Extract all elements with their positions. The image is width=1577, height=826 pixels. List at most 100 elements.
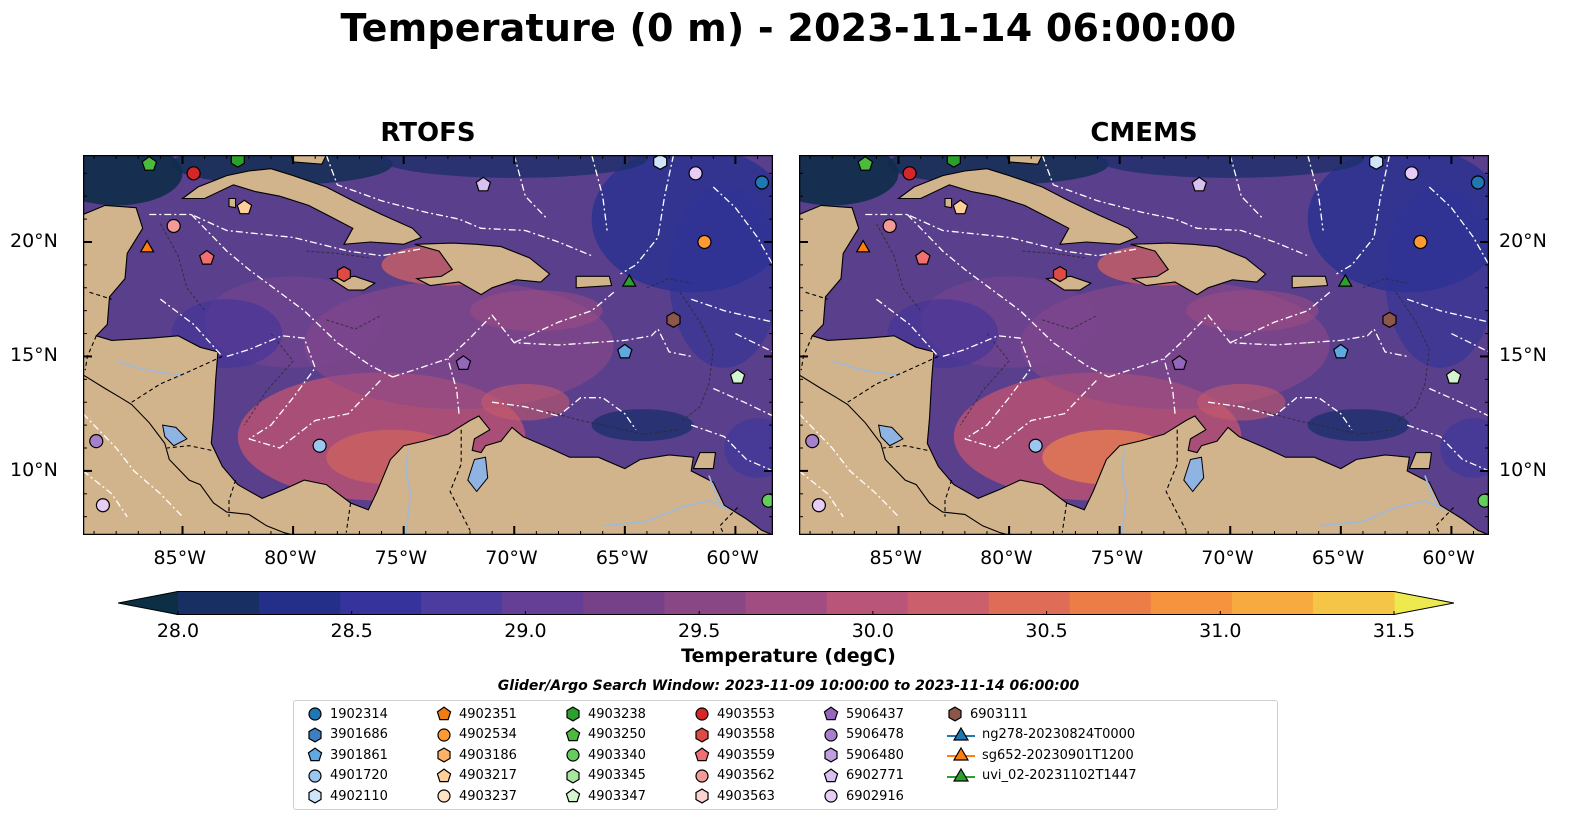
- temperature-field: [669, 184, 773, 368]
- map-panel-rtofs-svg: [83, 155, 773, 535]
- marker-4903250: [141, 155, 158, 171]
- eez-boundary: [325, 155, 592, 257]
- colorbar-segment: [583, 591, 665, 615]
- colorbar-segment: [502, 591, 584, 615]
- legend-item: 3901686: [306, 725, 388, 745]
- country-border: [449, 429, 471, 531]
- legend-item: 5906437: [822, 704, 904, 724]
- legend-label: 5906480: [846, 747, 904, 763]
- legend-marker: [694, 747, 710, 762]
- bathymetry-contour: [243, 333, 294, 426]
- bathymetry-contour: [959, 333, 1010, 426]
- land-polygon: [414, 242, 551, 296]
- legend-marker: [565, 788, 581, 803]
- marker-6902916: [688, 166, 703, 181]
- country-border: [131, 355, 223, 403]
- eez-boundary: [799, 470, 844, 518]
- marker-4903347: [729, 368, 746, 384]
- legend-item: 4903345: [564, 766, 646, 786]
- colorbar-segment: [1231, 591, 1314, 615]
- legend-marker: [308, 707, 322, 721]
- legend-marker: [437, 747, 451, 763]
- legend-marker: [566, 768, 580, 784]
- lon-tick-label: 85°W: [869, 547, 922, 569]
- land-polygon: [180, 168, 423, 245]
- lon-tick-label: 75°W: [374, 547, 428, 569]
- marker-4903217: [236, 199, 253, 215]
- legend-symbol: [824, 747, 838, 763]
- marker-4903347: [1445, 368, 1462, 384]
- legend-item: 4903563: [693, 786, 775, 806]
- legend-label: 4902534: [459, 727, 517, 743]
- marker-4902534: [1413, 234, 1428, 250]
- legend-marker: [948, 706, 962, 722]
- land-polygon: [228, 197, 237, 209]
- colorbar-segment: [1312, 591, 1395, 615]
- river-line: [1424, 475, 1439, 508]
- eez-boundary: [447, 358, 460, 414]
- legend-symbol: [307, 747, 323, 762]
- bathymetry-contour: [1022, 250, 1087, 259]
- legend-symbol: [308, 769, 322, 783]
- legend-symbol: [566, 748, 580, 762]
- river-line: [405, 450, 412, 535]
- legend-label: ng278-20230824T0000: [982, 727, 1136, 743]
- river-line: [708, 475, 723, 508]
- marker-4903553: [186, 166, 201, 181]
- legend-symbol: [436, 768, 452, 782]
- legend-label: 4902110: [330, 788, 388, 804]
- legend-item: 4902351: [435, 704, 517, 724]
- lon-tick-label: 75°W: [1090, 547, 1144, 569]
- legend-label: 4903553: [717, 706, 775, 722]
- bathymetry-contour: [1263, 410, 1394, 435]
- marker-5906478: [89, 434, 104, 449]
- legend-item: 1902314: [306, 704, 388, 724]
- marker-4903553: [902, 166, 917, 181]
- legend-item: 4903558: [693, 725, 775, 745]
- eez-boundary: [876, 298, 939, 357]
- eez-boundary: [591, 327, 692, 358]
- legend-label: 4903237: [459, 788, 517, 804]
- eez-boundary: [83, 470, 128, 518]
- marker-1902314: [754, 175, 770, 190]
- legend-item: 4903562: [693, 766, 775, 786]
- lat-tick-label-left: 10°N: [10, 458, 58, 481]
- legend-marker: [947, 726, 975, 741]
- legend-label: 5906437: [846, 706, 904, 722]
- eez-boundary: [1307, 327, 1408, 358]
- legend-label: 4903238: [588, 706, 646, 722]
- eez-boundary: [690, 298, 773, 323]
- legend-item: 5906480: [822, 745, 904, 765]
- lon-tick-label: 80°W: [980, 547, 1033, 569]
- land-polygon: [83, 374, 294, 535]
- legend-item: 4903559: [693, 745, 775, 765]
- lat-tick-label-right: 20°N: [1499, 229, 1547, 252]
- eez-boundary: [248, 378, 383, 449]
- colorbar-tick-label: 30.5: [1025, 620, 1068, 642]
- colorbar-tick-label: 28.5: [330, 620, 373, 642]
- legend-label: 4903558: [717, 727, 775, 743]
- temperature-field: [591, 409, 694, 442]
- legend-marker: [436, 768, 452, 782]
- legend-marker: [566, 748, 580, 762]
- eez-boundary: [735, 333, 773, 353]
- country-border: [944, 479, 953, 517]
- legend-label: 4903345: [588, 768, 646, 784]
- legend-symbol: [695, 707, 709, 721]
- eez-boundary: [492, 397, 637, 431]
- colorbar-tick-label: 29.0: [504, 620, 547, 642]
- legend-item: 6902916: [822, 786, 904, 806]
- legend-marker: [437, 789, 451, 803]
- marker-3901861: [616, 343, 633, 359]
- colorbar-tick-label: 28.0: [156, 620, 200, 642]
- marker-6902916: [1404, 166, 1419, 181]
- lon-tick-label: 65°W: [595, 547, 649, 569]
- legend-symbol: [566, 706, 580, 722]
- colorbar-segment: [664, 591, 747, 615]
- land-polygon: [896, 168, 1139, 245]
- legend-symbol: [695, 769, 709, 783]
- legend-item: ng278-20230824T0000: [946, 725, 1135, 745]
- legend-label: 6902916: [846, 788, 904, 804]
- marker-5906478: [805, 434, 820, 449]
- land-polygon: [1130, 242, 1267, 296]
